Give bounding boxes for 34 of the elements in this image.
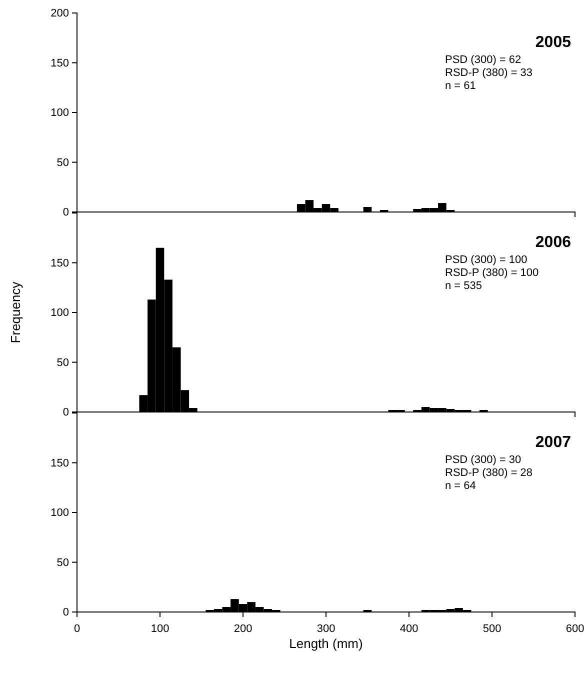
annotation: n = 61 — [445, 80, 476, 92]
y-tick-label: 150 — [50, 457, 69, 470]
x-tick-label: 200 — [234, 623, 252, 636]
text: 2005 — [535, 34, 572, 51]
text: 2007 — [535, 434, 572, 451]
x-tick-label: 500 — [482, 623, 502, 636]
y-tick-label: 100 — [50, 307, 69, 320]
y-tick-label: 150 — [50, 257, 69, 270]
y-axis-title: Frequency — [8, 281, 23, 344]
y-tick-label: 150 — [50, 57, 69, 70]
annotation: RSD-P (380) = 28 — [445, 467, 533, 479]
annotation: PSD (300) = 62 — [445, 54, 522, 66]
y-tick-label: 50 — [56, 156, 69, 169]
x-tick-label: 300 — [316, 623, 336, 636]
y-tick-label: 200 — [50, 8, 69, 20]
annotation: n = 535 — [445, 280, 482, 292]
y-tick-label: 100 — [50, 107, 69, 120]
x-tick-label: 0 — [74, 623, 80, 636]
x-tick-label: 400 — [400, 623, 418, 636]
x-tick-label: 600 — [566, 623, 584, 636]
annotation: RSD-P (380) = 100 — [445, 267, 539, 279]
y-tick-label: 0 — [62, 606, 69, 619]
y-tick-label: 0 — [62, 206, 69, 219]
text: 2006 — [535, 234, 572, 251]
annotation: n = 64 — [445, 480, 476, 492]
x-tick-label: 100 — [150, 623, 170, 636]
y-tick-label: 50 — [56, 356, 69, 369]
x-axis-title: Length (mm) — [289, 636, 363, 651]
annotation: PSD (300) = 30 — [445, 454, 522, 466]
y-tick-label: 0 — [62, 406, 69, 419]
y-tick-label: 50 — [56, 556, 69, 569]
annotation: RSD-P (380) = 33 — [445, 67, 533, 79]
y-tick-label: 100 — [50, 507, 69, 520]
annotation: PSD (300) = 100 — [445, 254, 528, 266]
